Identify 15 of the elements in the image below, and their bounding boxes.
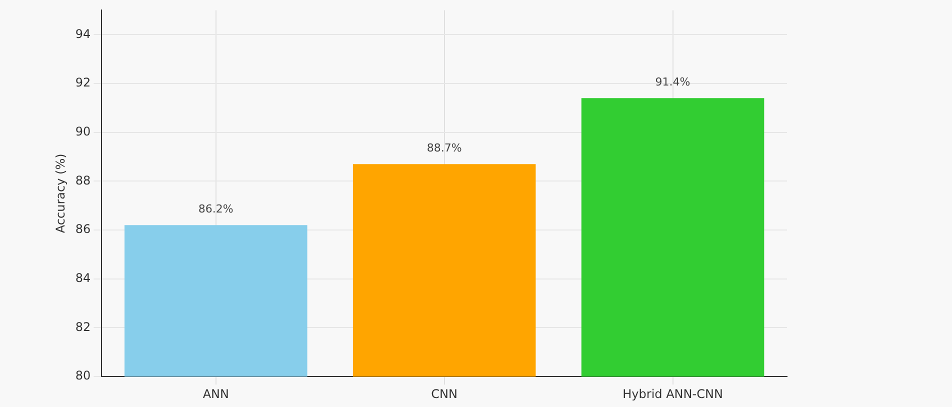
y-tick-label: 84	[75, 271, 91, 286]
y-axis-title: Accuracy (%)	[53, 154, 68, 234]
y-tick-label: 80	[75, 368, 91, 383]
y-tick-label: 90	[75, 124, 91, 138]
y-tick-label: 86	[75, 222, 91, 236]
data-label: 88.7%	[426, 141, 462, 154]
x-tick-label: CNN	[431, 386, 458, 401]
y-tick-label: 94	[75, 26, 91, 41]
data-label: 91.4%	[655, 75, 690, 88]
x-tick-label: ANN	[202, 386, 229, 401]
data-label: 86.2%	[198, 202, 234, 216]
y-tick-label: 82	[75, 320, 91, 334]
y-tick-label: 92	[75, 76, 91, 90]
x-tick-label: Hybrid ANN-CNN	[622, 386, 723, 401]
y-tick-label: 88	[75, 173, 91, 188]
